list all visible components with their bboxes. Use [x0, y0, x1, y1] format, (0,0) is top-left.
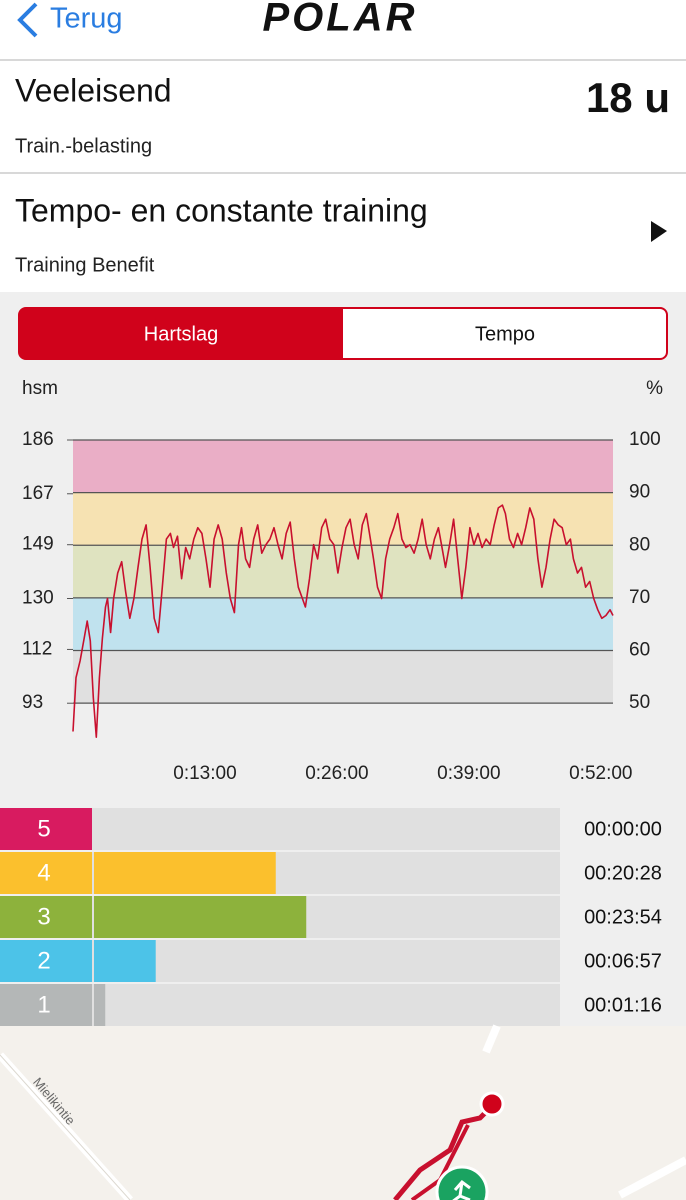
zone-label-bg: [0, 984, 92, 1026]
road-edge: [0, 1054, 131, 1200]
zone-band: [73, 492, 613, 546]
zone-time-bg: [562, 984, 686, 1026]
zone-time: 00:23:54: [584, 906, 662, 928]
y-tick-label: 130: [22, 588, 54, 609]
y-tick-label: 93: [22, 692, 43, 713]
zone-label-bg: [0, 808, 92, 850]
tab-active-bg: [19, 308, 343, 359]
zone-label-bg: [0, 896, 92, 938]
y2-tick-label: 80: [629, 534, 650, 555]
x-tick-label: 0:52:00: [569, 763, 632, 784]
zone-time: 00:01:16: [584, 994, 662, 1016]
zone-label: 2: [37, 947, 50, 974]
zone-row-bg: [0, 984, 560, 1026]
x-tick-label: 0:13:00: [173, 763, 236, 784]
load-label: Train.-belasting: [15, 135, 152, 157]
y2-tick-label: 70: [629, 587, 650, 608]
y-axis-label: hsm: [22, 378, 58, 399]
zone-bar: [94, 940, 156, 982]
disclosure-arrow[interactable]: [651, 221, 667, 242]
zone-row-bg: [0, 852, 560, 894]
y2-tick-label: 50: [629, 692, 650, 713]
zone-band: [73, 597, 613, 651]
runner-icon: [452, 1179, 471, 1200]
zone-label: 4: [37, 859, 50, 886]
road: [482, 1024, 501, 1054]
y-tick-label: 167: [22, 483, 54, 504]
y2-tick-label: 60: [629, 640, 650, 661]
logo: POLAR: [263, 0, 418, 40]
zone-time: 00:00:00: [584, 818, 662, 840]
tab[interactable]: Tempo: [475, 323, 535, 345]
x-tick-label: 0:26:00: [305, 763, 368, 784]
zone-time: 00:06:57: [584, 950, 662, 972]
road: [618, 1156, 686, 1199]
zone-label-bg: [0, 940, 92, 982]
back-label[interactable]: Terug: [50, 3, 123, 35]
benefit-title[interactable]: Tempo- en constante training: [15, 192, 428, 228]
zone-bar: [94, 852, 276, 894]
zone-bar: [94, 896, 307, 938]
x-tick-label: 0:39:00: [437, 763, 500, 784]
y2-tick-label: 90: [629, 482, 650, 503]
zone-row-bg: [0, 808, 560, 850]
y2-tick-label: 100: [629, 429, 661, 450]
zone-label: 3: [37, 903, 50, 930]
y-tick-label: 186: [22, 429, 54, 450]
zone-time-bg: [562, 808, 686, 850]
zone-row-bg: [0, 940, 560, 982]
zone-label-bg: [0, 852, 92, 894]
benefit-label: Training Benefit: [15, 254, 155, 276]
map: [0, 1026, 686, 1200]
y-tick-label: 112: [22, 638, 52, 659]
y-tick-label: 149: [22, 534, 54, 555]
end-marker: [479, 1091, 505, 1117]
zone-band: [73, 650, 613, 704]
zone-band: [73, 440, 613, 493]
heart-rate-line: [72, 504, 614, 738]
tab[interactable]: Hartslag: [144, 323, 218, 345]
zone-time-bg: [562, 896, 686, 938]
route: [393, 1104, 494, 1200]
zone-label: 1: [37, 991, 50, 1018]
zone-band: [73, 545, 613, 598]
y2-axis-label: %: [646, 378, 663, 399]
zone-bar: [94, 984, 106, 1026]
zone-time-bg: [562, 940, 686, 982]
zone-label: 5: [37, 815, 50, 842]
zone-time: 00:20:28: [584, 862, 662, 884]
zone-time-bg: [562, 852, 686, 894]
load-value: 18 u: [586, 74, 670, 121]
load-title: Veeleisend: [15, 72, 172, 108]
back-chevron[interactable]: [17, 2, 38, 38]
